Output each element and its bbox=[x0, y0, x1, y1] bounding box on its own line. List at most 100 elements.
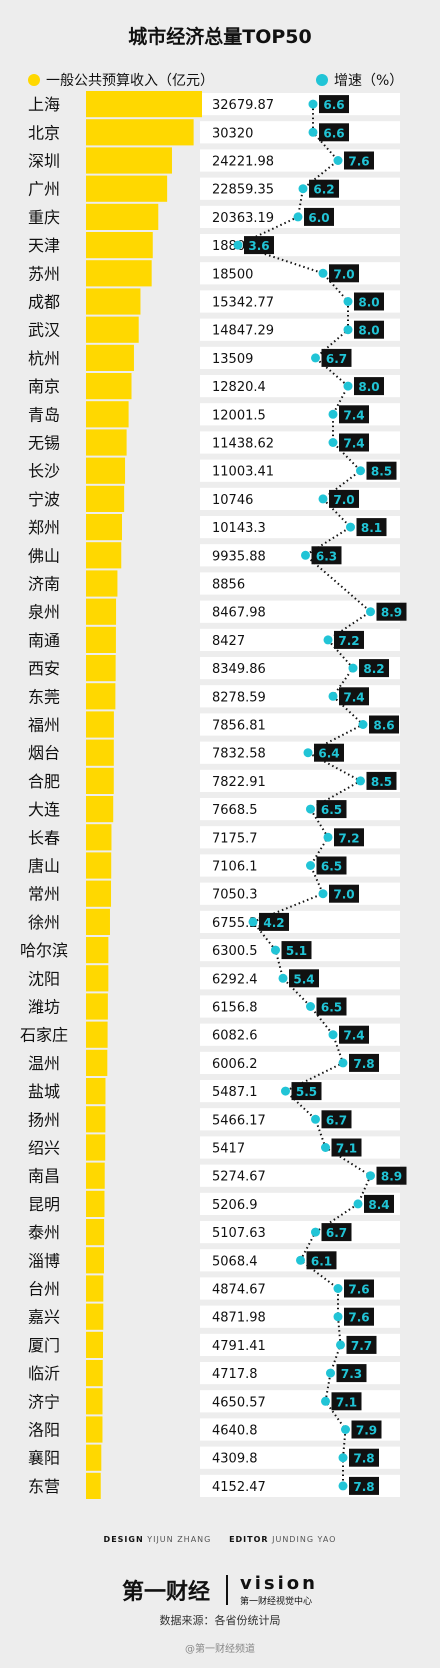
value-panel bbox=[200, 798, 400, 821]
revenue-value: 7175.7 bbox=[212, 831, 258, 846]
revenue-bar bbox=[86, 1360, 103, 1387]
revenue-value: 4309.8 bbox=[212, 1452, 258, 1467]
cyan-dot-icon bbox=[316, 74, 328, 86]
revenue-value: 7832.58 bbox=[212, 747, 266, 762]
city-label: 东莞 bbox=[28, 687, 60, 706]
growth-dot bbox=[348, 663, 358, 673]
city-label: 济南 bbox=[28, 575, 60, 594]
revenue-bar bbox=[86, 260, 152, 287]
revenue-bar bbox=[86, 1472, 101, 1499]
growth-label-bg bbox=[334, 828, 364, 847]
revenue-value: 4640.8 bbox=[212, 1424, 258, 1439]
revenue-bar bbox=[86, 485, 125, 512]
growth-label-bg bbox=[321, 1223, 352, 1242]
chart-title: 城市经济总量TOP50 bbox=[128, 26, 312, 48]
growth-label: 7.0 bbox=[333, 493, 354, 507]
revenue-value: 6006.2 bbox=[212, 1057, 258, 1072]
growth-label: 6.7 bbox=[326, 1113, 347, 1127]
growth-label: 6.5 bbox=[321, 803, 342, 817]
design-label: DESIGN bbox=[103, 1535, 144, 1544]
growth-label-bg bbox=[376, 1166, 407, 1185]
revenue-value: 12820.4 bbox=[212, 380, 266, 395]
value-panel bbox=[200, 544, 400, 567]
watermark: @第一财经频道 bbox=[185, 1644, 255, 1655]
logo-divider bbox=[226, 1575, 229, 1605]
growth-label-bg bbox=[349, 1053, 379, 1072]
growth-label: 8.0 bbox=[358, 324, 379, 338]
city-label: 东营 bbox=[28, 1477, 60, 1496]
growth-label-bg bbox=[289, 969, 319, 988]
growth-dot bbox=[281, 1086, 290, 1096]
value-panel bbox=[200, 769, 400, 792]
growth-label: 6.0 bbox=[308, 211, 329, 225]
city-label: 济宁 bbox=[28, 1392, 60, 1411]
growth-label-bg bbox=[316, 997, 347, 1016]
growth-label-bg bbox=[349, 1476, 379, 1495]
vision-logo-text: vision bbox=[240, 1573, 318, 1594]
growth-dot bbox=[311, 1227, 320, 1237]
growth-dot bbox=[328, 409, 338, 419]
growth-label-bg bbox=[334, 630, 364, 649]
growth-label-bg bbox=[359, 659, 389, 678]
city-label: 福州 bbox=[28, 716, 60, 735]
growth-label: 8.9 bbox=[381, 1170, 402, 1184]
city-label: 大连 bbox=[28, 800, 60, 819]
revenue-bar bbox=[86, 514, 123, 541]
value-panel bbox=[200, 93, 400, 116]
revenue-value: 5417 bbox=[212, 1142, 245, 1157]
growth-label-bg bbox=[319, 123, 349, 142]
growth-label-bg bbox=[344, 151, 374, 170]
growth-label: 5.1 bbox=[286, 944, 307, 958]
growth-label-bg bbox=[351, 1420, 382, 1439]
city-label: 苏州 bbox=[28, 264, 60, 283]
design-name: YIJUN ZHANG bbox=[147, 1535, 212, 1544]
growth-label-bg bbox=[376, 602, 407, 621]
growth-label: 6.4 bbox=[318, 747, 339, 761]
revenue-bar bbox=[86, 1190, 105, 1217]
growth-label: 5.5 bbox=[296, 1085, 317, 1099]
city-label: 嘉兴 bbox=[28, 1308, 60, 1327]
growth-dot bbox=[328, 691, 338, 701]
editor-name: JUNDING YAO bbox=[272, 1535, 337, 1544]
growth-label-bg bbox=[281, 941, 312, 960]
growth-dot bbox=[318, 889, 328, 899]
growth-label-bg bbox=[366, 461, 397, 480]
growth-label-bg bbox=[331, 1392, 362, 1411]
growth-label-bg bbox=[344, 1307, 374, 1326]
revenue-bar bbox=[86, 373, 132, 400]
revenue-value: 6082.6 bbox=[212, 1029, 258, 1044]
growth-dot bbox=[353, 1199, 363, 1209]
city-label: 郑州 bbox=[28, 518, 60, 537]
growth-dot bbox=[343, 381, 353, 391]
value-panel bbox=[200, 600, 400, 623]
value-panel bbox=[200, 572, 400, 595]
growth-label: 3.6 bbox=[248, 239, 269, 253]
growth-label: 6.2 bbox=[313, 183, 334, 197]
revenue-bar bbox=[86, 316, 139, 343]
growth-label: 6.7 bbox=[326, 352, 347, 366]
revenue-value: 6156.8 bbox=[212, 1001, 258, 1016]
growth-dot bbox=[336, 1340, 345, 1350]
growth-label: 6.6 bbox=[323, 126, 344, 140]
city-label: 成都 bbox=[28, 293, 60, 312]
city-label: 广州 bbox=[28, 180, 60, 199]
growth-dot bbox=[293, 212, 303, 222]
revenue-bar bbox=[86, 937, 109, 964]
city-label: 上海 bbox=[28, 95, 60, 114]
growth-dot bbox=[298, 184, 308, 194]
revenue-value: 14847.29 bbox=[212, 324, 274, 339]
growth-dot bbox=[321, 1396, 330, 1406]
growth-dot bbox=[311, 353, 320, 363]
growth-dot bbox=[306, 861, 315, 870]
city-label: 潍坊 bbox=[28, 998, 60, 1017]
growth-label-bg bbox=[321, 348, 352, 367]
growth-label-bg bbox=[291, 1082, 322, 1101]
revenue-bar bbox=[86, 824, 112, 851]
growth-dot bbox=[356, 776, 365, 786]
value-panel bbox=[200, 290, 400, 313]
growth-label-bg bbox=[329, 264, 359, 283]
vision-logo: vision 第一财经视觉中心 bbox=[240, 1573, 318, 1607]
growth-label: 8.9 bbox=[381, 606, 402, 620]
growth-label-bg bbox=[354, 377, 384, 396]
value-panel bbox=[200, 1418, 400, 1441]
